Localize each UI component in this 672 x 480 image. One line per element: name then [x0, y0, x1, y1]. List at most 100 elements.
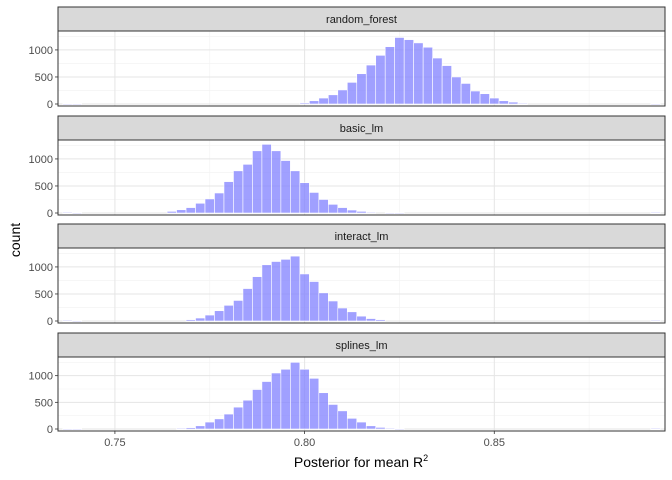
- histogram-bar: [280, 160, 291, 214]
- histogram-bar: [365, 64, 377, 105]
- histogram-bar: [346, 311, 358, 322]
- histogram-bar: [365, 211, 377, 214]
- histogram-bar: [422, 46, 433, 105]
- histogram-bar: [337, 207, 348, 214]
- histogram-bar: [271, 261, 282, 322]
- histogram-bar: [356, 315, 367, 322]
- histogram-bar: [384, 428, 395, 430]
- histogram-bar: [214, 418, 225, 430]
- histogram-bar: [384, 212, 395, 214]
- histogram-bar: [650, 428, 661, 430]
- histogram-bar: [356, 211, 367, 214]
- histogram-bar: [299, 368, 310, 430]
- histogram-bar: [290, 362, 301, 430]
- histogram-bar: [223, 181, 234, 214]
- histogram-bar: [375, 319, 386, 322]
- histogram-bar: [195, 317, 206, 322]
- histogram-bar: [375, 427, 386, 430]
- y-tick-label: 0: [47, 316, 53, 328]
- histogram-bar: [261, 144, 272, 214]
- histogram-bar: [346, 418, 358, 430]
- histogram-bar: [356, 73, 367, 105]
- facet-strip-label: basic_lm: [340, 123, 383, 135]
- histogram-bar: [271, 150, 282, 214]
- histogram-bar: [299, 102, 310, 105]
- histogram-bar: [375, 55, 386, 105]
- histogram-bar: [365, 318, 377, 322]
- histogram-bar: [204, 421, 215, 430]
- histogram-bar: [62, 212, 73, 214]
- histogram-bar: [176, 428, 187, 430]
- histogram-bar: [252, 389, 263, 430]
- histogram-bar: [185, 427, 196, 430]
- histogram-bar: [479, 93, 490, 105]
- histogram-bar: [460, 83, 471, 105]
- histogram-bar: [233, 300, 244, 322]
- histogram-bar: [176, 209, 187, 214]
- histogram-bar: [318, 199, 329, 214]
- x-axis: 0.75 0.80 0.85: [104, 431, 505, 449]
- y-tick-label: 0: [47, 208, 53, 220]
- histogram-bar: [498, 100, 509, 105]
- y-tick-label: 1000: [29, 371, 53, 383]
- histogram-bar: [318, 97, 329, 105]
- histogram-bar: [62, 428, 73, 430]
- histogram-bar: [384, 46, 395, 105]
- histogram-bar: [195, 425, 206, 430]
- histogram-bar: [166, 211, 177, 214]
- histogram-bar: [214, 310, 225, 322]
- histogram-bar: [71, 103, 83, 105]
- histogram-bar: [62, 103, 73, 105]
- histogram-bar: [242, 399, 253, 430]
- y-axis-title: count: [7, 223, 23, 257]
- histogram-bar: [309, 378, 320, 430]
- histogram-bar: [195, 202, 206, 214]
- histogram-bar: [650, 103, 661, 105]
- facet-strip-label: interact_lm: [335, 231, 389, 243]
- histogram-bar: [337, 410, 348, 430]
- histogram-bar: [346, 209, 358, 214]
- histogram-bar: [233, 406, 244, 430]
- histogram-bar: [280, 368, 291, 430]
- facet-panel: splines_lm 0 500 1000: [29, 332, 666, 436]
- histogram-bar: [328, 404, 339, 430]
- y-tick-label: 1000: [29, 45, 53, 57]
- histogram-bar: [185, 207, 196, 214]
- y-tick-label: 1000: [29, 154, 53, 166]
- histogram-bar: [233, 170, 244, 214]
- histogram-bar: [470, 90, 481, 105]
- histogram-bar: [309, 192, 320, 214]
- facet-panel: interact_lm 0 500 1000: [29, 223, 666, 328]
- histogram-bar: [261, 264, 272, 322]
- histogram-bar: [223, 413, 234, 430]
- histogram-bar: [517, 103, 528, 105]
- y-tick-label: 0: [47, 424, 53, 436]
- facet-strip: [57, 223, 666, 249]
- histogram-bar: [650, 212, 661, 214]
- x-axis-title-text: Posterior for mean R: [294, 454, 423, 470]
- histogram-bar: [242, 164, 253, 214]
- histogram-bar: [365, 425, 377, 430]
- panel-border: [57, 247, 666, 324]
- x-tick-label: 0.80: [294, 437, 315, 449]
- histogram-bar: [403, 39, 414, 105]
- histogram-bar: [309, 281, 320, 322]
- histogram-bar: [650, 320, 661, 322]
- histogram-bar: [252, 276, 263, 322]
- facet-panel: basic_lm 0 500 1000: [29, 115, 666, 220]
- panel-border: [57, 30, 666, 107]
- histogram-bar: [441, 65, 452, 105]
- histogram-bar: [309, 100, 320, 105]
- histogram-bar: [508, 101, 519, 105]
- x-axis-title: Posterior for mean R2: [294, 453, 428, 470]
- histogram-bar: [413, 42, 424, 105]
- histogram-bar: [214, 192, 225, 214]
- histogram-bar: [394, 212, 405, 214]
- histogram-bar: [489, 97, 500, 105]
- histogram-bar: [318, 392, 329, 430]
- histogram-bar: [71, 428, 83, 430]
- x-axis-title-superscript: 2: [423, 453, 428, 463]
- histogram-bar: [432, 57, 443, 105]
- facet-panels: random_forest05001000basic_lm05001000int…: [29, 6, 666, 436]
- panel-background: [58, 248, 665, 323]
